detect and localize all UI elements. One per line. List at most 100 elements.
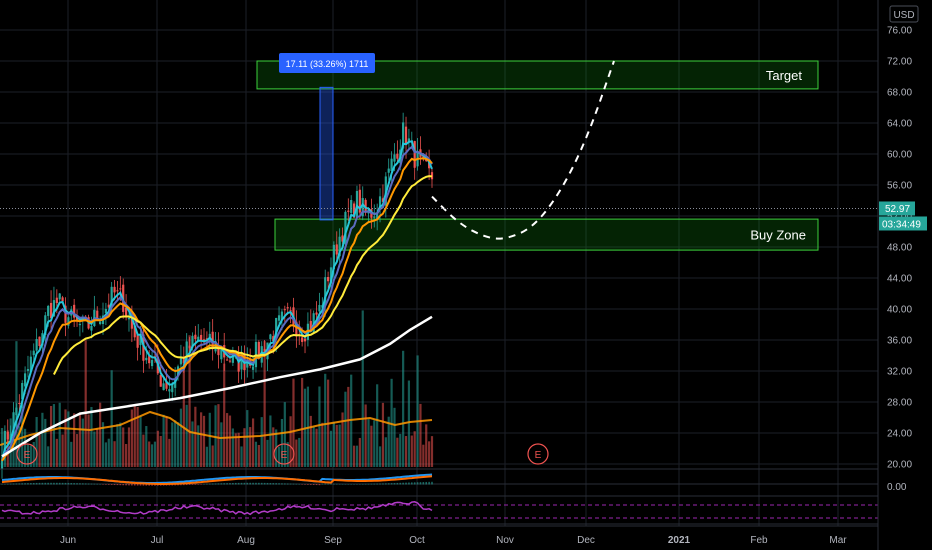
volume-bar xyxy=(269,415,272,467)
volume-bar xyxy=(162,414,165,467)
macd-histogram-bar xyxy=(61,482,64,485)
price-tick-label: 36.00 xyxy=(887,336,912,347)
macd-histogram-bar xyxy=(344,483,347,485)
macd-histogram-bar xyxy=(82,483,84,485)
candle-body xyxy=(179,358,183,365)
macd-histogram-bar xyxy=(263,482,266,485)
macd-histogram-bar xyxy=(382,483,384,485)
candle-body xyxy=(61,297,64,302)
macd-histogram-bar xyxy=(131,484,133,486)
macd-histogram-bar xyxy=(194,484,197,485)
time-axis[interactable]: Jun Jul Aug Sep Oct Nov Dec 2021 Feb Mar xyxy=(60,535,847,546)
macd-histogram-bar xyxy=(240,482,243,485)
volume-bar xyxy=(93,431,96,467)
macd-histogram-bar xyxy=(266,482,269,485)
candle-body xyxy=(3,430,6,458)
macd-histogram-bar xyxy=(136,484,139,486)
earnings-marker[interactable]: E xyxy=(273,443,295,465)
volume-bar xyxy=(202,415,206,467)
measure-range-highlight[interactable] xyxy=(319,86,334,221)
macd-histogram-bar xyxy=(396,482,399,485)
candle-body xyxy=(44,315,47,336)
volume-bar xyxy=(266,439,269,467)
candle-body xyxy=(191,335,194,348)
macd-histogram-bar xyxy=(379,483,381,485)
candle-body xyxy=(231,353,234,363)
macd-histogram-bar xyxy=(367,483,370,485)
volume-bar xyxy=(110,370,113,467)
macd-histogram-bar xyxy=(99,483,101,485)
macd-histogram-bar xyxy=(9,483,12,485)
macd-histogram-bar xyxy=(229,483,231,485)
time-tick-label: Oct xyxy=(409,535,425,546)
macd-histogram-bar xyxy=(405,482,407,485)
macd-histogram-bar xyxy=(324,483,327,485)
macd-histogram-bar xyxy=(410,482,413,485)
volume-bar xyxy=(254,441,258,467)
candle-body xyxy=(335,244,338,255)
volume-bar xyxy=(78,412,82,467)
candle-body xyxy=(104,309,107,314)
macd-histogram-bar xyxy=(56,482,58,485)
price-scale[interactable]: 76.0072.0068.0064.0060.0056.0052.0048.00… xyxy=(887,26,912,471)
macd-histogram-bar xyxy=(197,484,200,485)
macd-histogram-bar xyxy=(47,482,49,485)
volume-bar xyxy=(295,439,298,467)
currency-badge[interactable] xyxy=(889,5,919,23)
macd-histogram-bar xyxy=(53,482,55,485)
projection-dashed-curve[interactable] xyxy=(431,60,615,240)
macd-histogram-bar xyxy=(12,483,15,485)
volume-bar xyxy=(136,406,139,467)
volume-bar xyxy=(145,426,148,467)
macd-indicator-pane xyxy=(0,473,878,486)
volume-bar xyxy=(309,415,312,467)
candle-body xyxy=(318,304,321,312)
macd-histogram-bar xyxy=(370,483,373,485)
candle-body xyxy=(110,286,113,307)
volume-bar xyxy=(292,378,295,467)
volume-bar xyxy=(367,419,370,467)
volume-bar xyxy=(84,340,87,467)
price-tick-label: 28.00 xyxy=(887,398,912,409)
macd-histogram-bar xyxy=(151,484,153,486)
volume-bar xyxy=(286,442,289,467)
price-tick-label: 20.00 xyxy=(887,460,912,471)
volume-bar xyxy=(321,422,324,467)
macd-histogram-bar xyxy=(1,484,3,485)
price-tick-label: 24.00 xyxy=(887,429,912,440)
volume-bar xyxy=(188,335,191,467)
earnings-marker[interactable]: E xyxy=(527,443,549,465)
macd-histogram-bar xyxy=(18,483,21,485)
macd-histogram-bar xyxy=(125,484,127,486)
candle-body xyxy=(148,356,151,364)
macd-histogram-bar xyxy=(105,484,107,485)
volume-bar xyxy=(113,441,116,467)
volume-bar xyxy=(90,406,93,467)
volume-bar xyxy=(407,380,411,467)
macd-histogram-bar xyxy=(93,483,96,485)
volume-bar xyxy=(378,446,382,467)
volume-bar xyxy=(240,446,243,467)
volume-bar xyxy=(0,427,4,467)
earnings-marker[interactable]: E xyxy=(16,443,38,465)
macd-histogram-bar xyxy=(185,484,188,486)
ma-50-line xyxy=(53,175,433,375)
volume-bar xyxy=(231,428,234,467)
macd-histogram-bar xyxy=(269,483,272,485)
candle-body xyxy=(171,383,174,393)
candle-body xyxy=(197,336,200,342)
volume-bar xyxy=(99,402,102,467)
candle-body xyxy=(257,341,260,359)
volume-bar xyxy=(148,441,151,467)
volume-bar xyxy=(104,442,107,467)
candle-body xyxy=(12,412,15,436)
candle-body xyxy=(358,189,361,213)
rsi-line xyxy=(1,501,433,516)
candle-body xyxy=(200,334,203,341)
macd-histogram-bar xyxy=(260,482,263,485)
macd-histogram-bar xyxy=(133,484,136,486)
macd-histogram-bar xyxy=(24,483,26,485)
volume-bar xyxy=(283,402,286,467)
candle-body xyxy=(407,138,411,142)
